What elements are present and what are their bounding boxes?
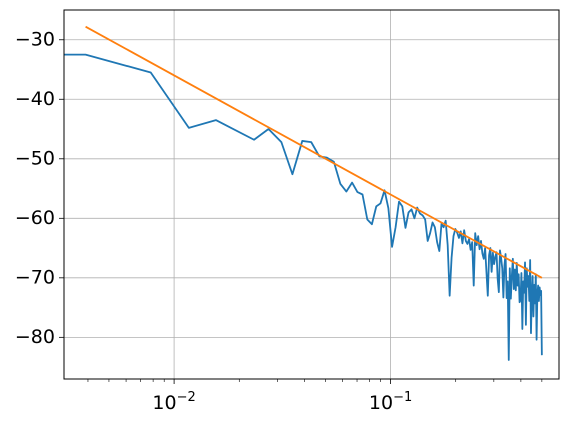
y-tick-label: −60 — [15, 207, 55, 229]
x-tick-label-base: 10 — [152, 392, 176, 414]
x-tick-label: 10−1 — [369, 390, 412, 414]
y-tick-label: −50 — [15, 147, 55, 169]
plot-frame — [63, 9, 560, 380]
y-tick-label: −70 — [15, 266, 55, 288]
series-line-1 — [64, 53, 543, 361]
x-tick-label-exponent: −1 — [393, 390, 412, 405]
series-layer — [64, 25, 543, 361]
x-tick-label-exponent: −2 — [177, 390, 196, 405]
x-tick-label-base: 10 — [369, 392, 393, 414]
y-tick-label: −40 — [15, 88, 55, 110]
grid-lines — [64, 10, 559, 379]
y-tick-label: −30 — [15, 28, 55, 50]
series-line-2 — [85, 25, 543, 279]
y-tick-label: −80 — [15, 326, 55, 348]
x-tick-label: 10−2 — [152, 390, 195, 414]
